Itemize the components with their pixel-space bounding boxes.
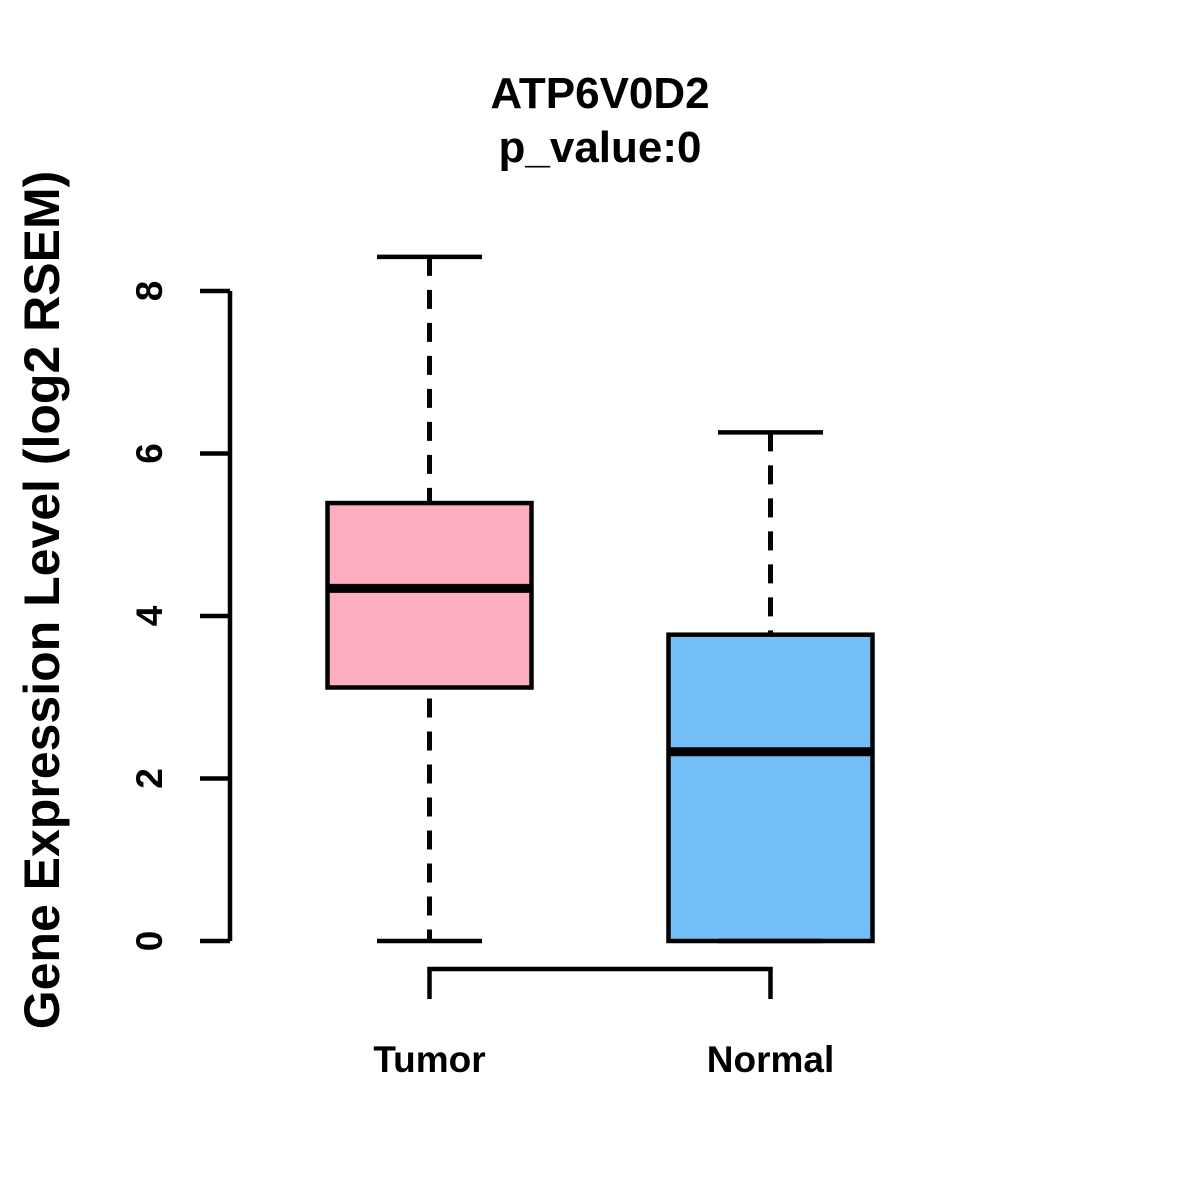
box-normal bbox=[666, 632, 875, 944]
chart-title: ATP6V0D2 bbox=[490, 69, 710, 118]
y-axis-tick-label: 2 bbox=[129, 768, 170, 789]
x-axis-label-tumor: Tumor bbox=[373, 1039, 485, 1080]
x-axis-label-normal: Normal bbox=[707, 1039, 834, 1080]
chart-subtitle: p_value:0 bbox=[498, 123, 702, 172]
y-axis-tick-label: 4 bbox=[129, 605, 170, 626]
y-axis-tick-label: 6 bbox=[129, 443, 170, 464]
box-tumor bbox=[325, 500, 534, 690]
y-axis-tick-label: 8 bbox=[129, 281, 170, 302]
y-axis-tick-label: 0 bbox=[129, 931, 170, 952]
x-axis-line bbox=[427, 966, 773, 999]
